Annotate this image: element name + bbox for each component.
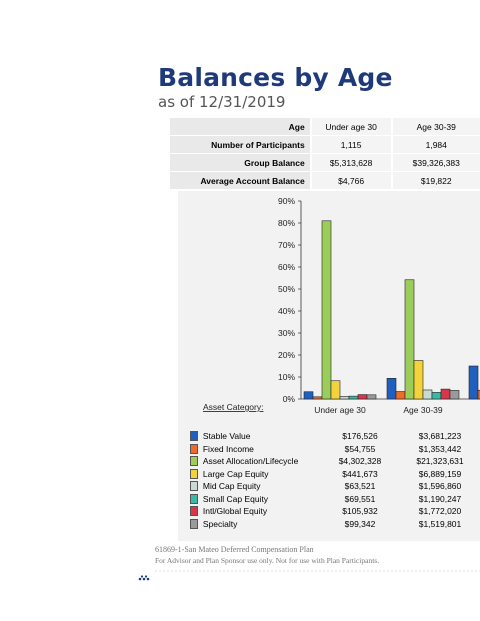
legend-label: Fixed Income xyxy=(202,443,254,454)
amount-30-39: $1,519,801 xyxy=(418,518,462,529)
bar xyxy=(468,365,479,400)
cell-value: $19,822 xyxy=(390,171,480,190)
y-tick-label: 70% xyxy=(278,240,295,250)
y-tick-label: 80% xyxy=(278,218,295,228)
y-tick-label: 0% xyxy=(283,394,296,404)
amount-under-30: $441,673 xyxy=(342,468,378,479)
legend-item: Asset Allocation/Lifecycle $4,302,328 $21,… xyxy=(190,455,480,467)
amount-30-39: $1,353,442 xyxy=(418,443,462,454)
y-tick-label: 30% xyxy=(278,328,295,338)
legend-label: Stable Value xyxy=(202,431,251,441)
bar xyxy=(312,396,323,400)
bar xyxy=(339,396,350,400)
cell-value: 1,984 xyxy=(390,135,480,154)
amount-under-30: $63,521 xyxy=(344,481,376,491)
row-label: Average Account Balance xyxy=(170,171,311,190)
table-header-row: Age Under age 30 Age 30-39 xyxy=(170,118,480,136)
legend-item: Large Cap Equity $441,673 $6,889,159 xyxy=(190,468,480,480)
legend-swatch xyxy=(190,468,198,479)
y-tick-label: 20% xyxy=(278,350,295,360)
y-tick-label: 60% xyxy=(278,262,295,272)
bar xyxy=(386,378,397,400)
amount-30-39: $3,681,223 xyxy=(418,431,462,441)
bar xyxy=(303,391,314,400)
legend-item: Specialty $99,342 $1,519,801 xyxy=(190,518,480,530)
summary-table: Age Under age 30 Age 30-39 Number of Par… xyxy=(170,118,480,190)
header-age: Age xyxy=(170,118,311,136)
cell-value: $4,766 xyxy=(309,171,392,190)
y-tick-label: 40% xyxy=(278,306,295,316)
bar xyxy=(404,279,415,400)
bar xyxy=(440,388,451,400)
legend-item: Small Cap Equity $69,551 $1,190,247 xyxy=(190,493,480,505)
legend-label: Asset Allocation/Lifecycle xyxy=(202,456,299,466)
bar-chart: 0% 10% 20% 30% 40% 50% 60% 70% 80% 90% Under age 3… xyxy=(203,196,480,415)
legend-item: Mid Cap Equity $63,521 $1,596,860 xyxy=(190,480,480,492)
legend-swatch xyxy=(190,431,198,441)
legend-item: Fixed Income $54,755 $1,353,442 xyxy=(190,443,480,455)
amount-under-30: $4,302,328 xyxy=(338,456,382,466)
bar xyxy=(348,395,359,400)
table-row: Group Balance $5,313,628 $39,326,383 xyxy=(170,153,480,172)
legend-label: Large Cap Equity xyxy=(202,468,269,479)
y-tick-label: 90% xyxy=(278,196,295,206)
legend-label: Mid Cap Equity xyxy=(202,481,261,491)
cell-value: $5,313,628 xyxy=(309,153,392,172)
legend-swatch xyxy=(190,506,198,516)
table-row: Average Account Balance $4,766 $19,822 xyxy=(170,171,480,190)
amount-30-39: $6,889,159 xyxy=(418,468,462,479)
amount-under-30: $105,932 xyxy=(342,506,378,516)
cell-value: 1,115 xyxy=(309,135,392,154)
dotted-divider xyxy=(138,568,480,581)
bar xyxy=(330,380,341,400)
logo-dots-icon xyxy=(138,575,150,581)
x-tick-label: Under age 30 xyxy=(314,405,366,415)
legend-swatch xyxy=(190,481,198,491)
cell-value: $39,326,383 xyxy=(390,153,480,172)
y-tick-label: 50% xyxy=(278,284,295,294)
bar xyxy=(395,391,406,400)
legend-item: Intl/Global Equity $105,932 $1,772,020 xyxy=(190,505,480,517)
legend-swatch xyxy=(190,518,198,529)
row-label: Number of Participants xyxy=(170,135,311,154)
bar xyxy=(431,392,442,400)
footer-plan-name: 61869-1-San Mateo Deferred Compensation … xyxy=(155,545,314,554)
bar xyxy=(413,360,424,400)
legend-label: Intl/Global Equity xyxy=(202,506,268,516)
legend-label: Specialty xyxy=(202,518,238,529)
amount-30-39: $1,772,020 xyxy=(418,506,462,516)
legend-swatch xyxy=(190,493,198,504)
bar xyxy=(422,389,433,400)
bar xyxy=(366,394,377,400)
legend-swatch xyxy=(190,456,198,466)
footer-disclaimer: For Advisor and Plan Sponsor use only. N… xyxy=(155,556,380,565)
amount-under-30: $99,342 xyxy=(344,518,376,529)
page-subtitle: as of 12/31/2019 xyxy=(158,93,286,111)
x-tick-label: Age 30-39 xyxy=(403,405,442,415)
bar xyxy=(477,389,480,400)
amount-30-39: $21,323,631 xyxy=(416,456,464,466)
bar xyxy=(321,220,332,400)
amount-under-30: $176,526 xyxy=(342,431,378,441)
amount-under-30: $69,551 xyxy=(344,493,376,504)
legend-label: Small Cap Equity xyxy=(202,493,269,504)
header-30-39: Age 30-39 xyxy=(390,118,480,136)
table-row: Number of Participants 1,115 1,984 xyxy=(170,135,480,154)
legend-swatch xyxy=(190,443,198,454)
bar xyxy=(357,394,368,400)
amount-under-30: $54,755 xyxy=(344,443,376,454)
legend-item: Stable Value $176,526 $3,681,223 xyxy=(190,430,480,442)
bar xyxy=(449,390,460,400)
amount-30-39: $1,596,860 xyxy=(418,481,462,491)
row-label: Group Balance xyxy=(170,153,311,172)
page-title: Balances by Age xyxy=(158,63,393,92)
category-axis-label: Asset Category: xyxy=(203,402,263,412)
header-under-30: Under age 30 xyxy=(309,118,392,136)
y-tick-label: 10% xyxy=(278,372,295,382)
amount-30-39: $1,190,247 xyxy=(418,493,462,504)
